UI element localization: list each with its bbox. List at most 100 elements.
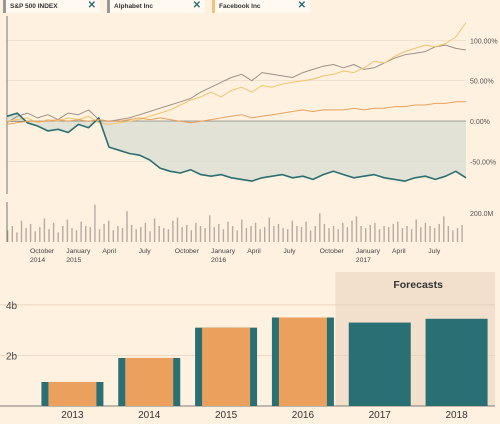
- close-icon[interactable]: ✕: [192, 0, 201, 11]
- volume-bar: [29, 223, 32, 242]
- volume-bar: [328, 228, 330, 242]
- volume-bar: [103, 223, 105, 242]
- volume-bar: [153, 218, 156, 242]
- volume-bar: [429, 226, 431, 242]
- volume-bar: [346, 227, 349, 242]
- series-line-0: [6, 44, 467, 124]
- volume-bar: [241, 219, 243, 242]
- x-tick-label: 2016: [211, 257, 226, 264]
- volume-bar: [438, 223, 440, 242]
- volume-bar: [163, 228, 165, 242]
- volume-bar: [323, 223, 326, 242]
- volume-bar: [204, 228, 206, 242]
- bar-inner: [202, 327, 251, 406]
- x-tick-label: January: [66, 248, 91, 255]
- volume-bar: [66, 219, 69, 242]
- volume-bar: [410, 229, 413, 242]
- volume-bar: [176, 217, 179, 242]
- volume-bar: [199, 226, 202, 242]
- volume-bar: [415, 219, 417, 242]
- volume-bar: [7, 230, 9, 242]
- volume-bar: [172, 220, 174, 242]
- volume-bar: [25, 228, 27, 242]
- stock-comparison-chart: 100.00% 50.00% 0.00% -50.00% 200.0M October 20…: [6, 16, 498, 264]
- close-icon[interactable]: ✕: [297, 0, 306, 11]
- volume-bar: [392, 223, 394, 242]
- y-tick-label: 0.00%: [470, 119, 490, 126]
- volume-bar: [112, 230, 114, 242]
- volume-bar: [254, 222, 257, 242]
- volume-bar: [209, 215, 211, 242]
- volume-bar: [75, 230, 78, 242]
- volume-bar: [117, 226, 119, 242]
- volume-bar: [420, 227, 422, 242]
- x-tick-label: 2015: [215, 410, 238, 421]
- x-tick-label: 2014: [30, 257, 45, 264]
- volume-bar: [365, 228, 367, 242]
- volume-bar: [108, 220, 110, 242]
- series-line-3: [6, 101, 466, 125]
- x-tick-label: July: [283, 248, 296, 255]
- volume-bar: [62, 226, 64, 242]
- volume-bar: [39, 227, 41, 242]
- volume-bar: [218, 223, 220, 242]
- volume-bar: [245, 228, 248, 242]
- volume-bar: [227, 221, 229, 242]
- volume-bar: [282, 228, 284, 242]
- volume-bar: [264, 227, 266, 242]
- revenue-bar-chart: Forecasts 4b 2b 2013 2014 2015 2016 2017 2018: [0, 272, 495, 421]
- volume-bar: [291, 220, 293, 242]
- volume-bar: [11, 226, 13, 242]
- volume-bar: [342, 222, 344, 242]
- volume-bar: [71, 228, 73, 242]
- comparison-tab-bar: S&P 500 INDEX ✕ Alphabet Inc ✕ Facebook …: [0, 0, 500, 14]
- volume-bar: [43, 218, 46, 242]
- volume-bar: [309, 230, 312, 242]
- volume-bar: [130, 224, 133, 242]
- forecast-label: Forecasts: [393, 279, 443, 291]
- tab-sp500[interactable]: S&P 500 INDEX ✕: [3, 0, 100, 13]
- series-line-2: [6, 112, 467, 182]
- x-tick-label: October: [320, 248, 345, 255]
- bar-inner: [48, 381, 97, 406]
- volume-bar: [250, 226, 252, 242]
- volume-bar: [259, 229, 261, 242]
- x-tick-label: April: [392, 248, 406, 255]
- volume-bar: [16, 232, 18, 242]
- volume-bar: [186, 224, 188, 242]
- volume-bar: [424, 222, 427, 242]
- x-tick-label: July: [139, 248, 152, 255]
- volume-bar: [314, 226, 316, 242]
- volume-bar: [277, 223, 280, 242]
- volume-bar: [140, 227, 142, 242]
- x-tick-label: 2017: [356, 257, 371, 264]
- volume-bar: [355, 216, 358, 242]
- bar-inner: [278, 317, 327, 406]
- volume-bar: [397, 221, 399, 242]
- volume-bar: [443, 216, 445, 242]
- x-tick-label: 2016: [292, 410, 315, 421]
- volume-tick-label: 200.0M: [470, 211, 494, 218]
- close-icon[interactable]: ✕: [87, 0, 96, 11]
- x-tick-label: 2015: [66, 257, 81, 264]
- tab-alphabet[interactable]: Alphabet Inc ✕: [107, 0, 205, 13]
- x-tick-label: January: [211, 248, 236, 255]
- tab-sp500-label: S&P 500 INDEX: [10, 3, 58, 10]
- volume-bar: [167, 229, 170, 242]
- volume-bar: [401, 228, 404, 242]
- volume-bar: [20, 220, 23, 242]
- volume-bar: [452, 230, 454, 242]
- bar-inner: [125, 357, 174, 406]
- volume-bar: [433, 228, 436, 242]
- volume-bar: [149, 231, 151, 242]
- volume-bar: [135, 229, 137, 242]
- tab-facebook[interactable]: Facebook Inc ✕: [212, 0, 310, 13]
- volume-bar: [378, 229, 381, 242]
- x-tick-label: April: [247, 248, 261, 255]
- volume-bar: [98, 229, 101, 242]
- tab-alphabet-label: Alphabet Inc: [114, 3, 154, 10]
- volume-bar: [94, 204, 96, 242]
- volume-bar: [126, 211, 128, 242]
- volume-bar: [195, 222, 197, 242]
- y-tick-label: 2b: [6, 351, 18, 362]
